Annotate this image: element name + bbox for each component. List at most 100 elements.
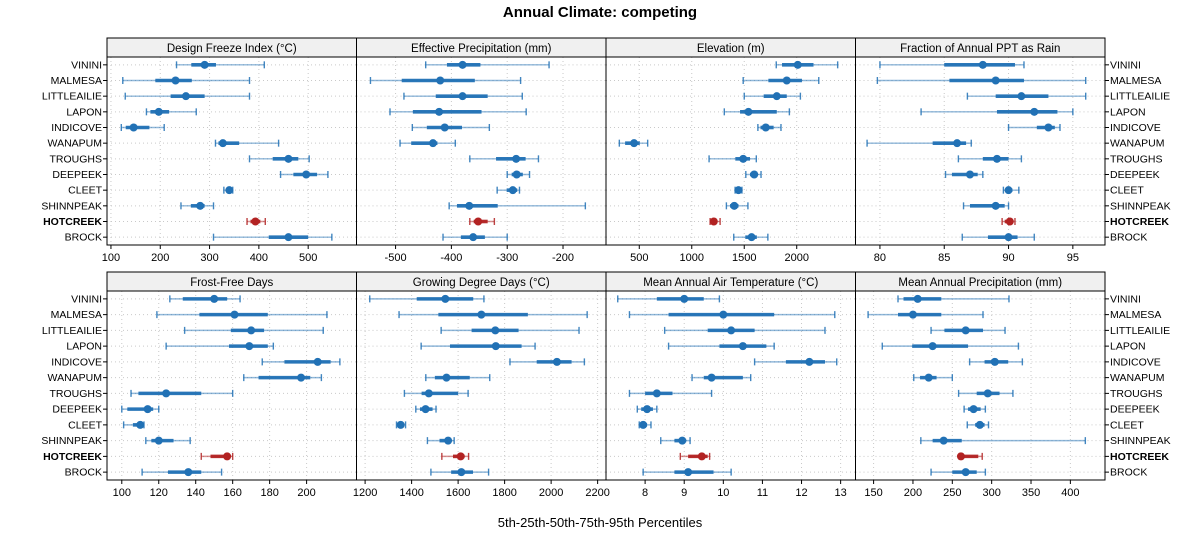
series-brock — [961, 233, 1035, 242]
series-shinnpeak — [725, 201, 749, 210]
x-tick-label: 2200 — [585, 487, 609, 499]
panel-strip-title: Fraction of Annual PPT as Rain — [900, 43, 1060, 55]
median-dot — [707, 373, 716, 382]
site-label-left-troughs: TROUGHS — [50, 153, 103, 165]
median-dot — [508, 186, 517, 195]
x-tick-label: 10 — [717, 487, 729, 499]
median-dot — [805, 357, 814, 366]
site-label-right-lapon: LAPON — [1110, 341, 1146, 353]
x-tick-label: 400 — [250, 252, 268, 264]
series-lapon — [389, 107, 527, 116]
median-dot — [709, 217, 718, 226]
median-dot — [196, 201, 205, 210]
median-dot — [154, 107, 163, 116]
series-hotcreek — [1001, 217, 1016, 226]
x-tick-label: 8 — [642, 487, 648, 499]
x-tick-label: 140 — [187, 487, 205, 499]
median-dot — [181, 92, 190, 101]
median-dot — [491, 326, 500, 335]
site-label-right-troughs: TROUGHS — [1110, 388, 1163, 400]
median-dot — [956, 452, 965, 461]
median-dot — [435, 107, 444, 116]
series-littleailie — [966, 92, 1087, 101]
median-dot — [421, 405, 430, 414]
series-troughs — [130, 389, 234, 398]
series-deepeek — [963, 405, 987, 414]
median-dot — [225, 186, 234, 195]
panel-mean-annual-air-temperature-c-: 8 9 10 11 12 13 Mean Annual Air Temperature (°… — [605, 271, 856, 499]
panel-background — [356, 291, 606, 480]
panel-design-freeze-index-c-: 100 200 300 400 500 Design Freeze Index (°C) — [102, 37, 357, 264]
site-label-left-indicove: INDICOVE — [51, 356, 102, 368]
median-dot — [738, 342, 747, 351]
panel-strip-title: Mean Annual Precipitation (mm) — [898, 277, 1062, 289]
series-shinnpeak — [180, 201, 215, 210]
panel-elevation-m-: 500 1000 1500 2000 Elevation (m) — [605, 37, 856, 264]
median-dot — [441, 294, 450, 303]
median-dot — [428, 139, 437, 148]
x-tick-label: 180 — [260, 487, 278, 499]
x-tick-label: 12 — [795, 487, 807, 499]
median-dot — [184, 468, 193, 477]
median-dot — [961, 326, 970, 335]
series-troughs — [957, 389, 1014, 398]
median-dot — [991, 201, 1000, 210]
median-dot — [924, 373, 933, 382]
x-tick-label: 160 — [223, 487, 241, 499]
x-tick-label: -200 — [552, 252, 574, 264]
median-dot — [313, 357, 322, 366]
site-label-left-vinini: VININI — [71, 293, 102, 305]
x-tick-label: -400 — [440, 252, 462, 264]
median-dot — [1005, 217, 1014, 226]
series-wanapum — [214, 139, 280, 148]
median-dot — [684, 468, 693, 477]
series-malmesa — [156, 310, 328, 319]
median-dot — [652, 389, 661, 398]
series-brock — [733, 233, 769, 242]
median-dot — [739, 154, 748, 163]
x-tick-label: 1200 — [353, 487, 377, 499]
median-dot — [678, 436, 687, 445]
median-dot — [512, 154, 521, 163]
site-label-right-brock: BROCK — [1110, 232, 1147, 244]
median-dot — [928, 342, 937, 351]
series-deepeek — [745, 170, 762, 179]
series-deepeek — [279, 170, 329, 179]
series-vinini — [775, 60, 839, 69]
median-dot — [643, 405, 652, 414]
median-dot — [630, 139, 639, 148]
median-dot — [223, 452, 232, 461]
median-dot — [939, 436, 948, 445]
x-tick-label: 1800 — [492, 487, 516, 499]
x-tick-label: 13 — [835, 487, 847, 499]
series-malmesa — [867, 310, 984, 319]
series-vinini — [369, 294, 485, 303]
x-tick-label: 9 — [681, 487, 687, 499]
series-malmesa — [122, 76, 251, 85]
x-tick-label: 1600 — [446, 487, 470, 499]
median-dot — [297, 373, 306, 382]
series-wanapum — [399, 139, 456, 148]
x-tick-label: 250 — [943, 487, 961, 499]
median-dot — [245, 342, 254, 351]
median-dot — [1030, 107, 1039, 116]
median-dot — [730, 201, 739, 210]
median-dot — [978, 60, 987, 69]
series-deepeek — [944, 170, 984, 179]
series-wanapum — [618, 139, 649, 148]
series-hotcreek — [709, 217, 721, 226]
site-label-left-cleet: CLEET — [68, 419, 102, 431]
series-lapon — [920, 107, 1074, 116]
x-tick-label: 1500 — [732, 252, 756, 264]
median-dot — [162, 389, 171, 398]
x-tick-label: 500 — [299, 252, 317, 264]
series-malmesa — [876, 76, 1087, 85]
series-littleailie — [183, 326, 324, 335]
site-label-right-malmesa: MALMESA — [1110, 309, 1161, 321]
series-brock — [442, 233, 508, 242]
series-shinnpeak — [920, 436, 1087, 445]
median-dot — [247, 326, 256, 335]
median-dot — [782, 76, 791, 85]
site-label-right-brock: BROCK — [1110, 467, 1147, 479]
